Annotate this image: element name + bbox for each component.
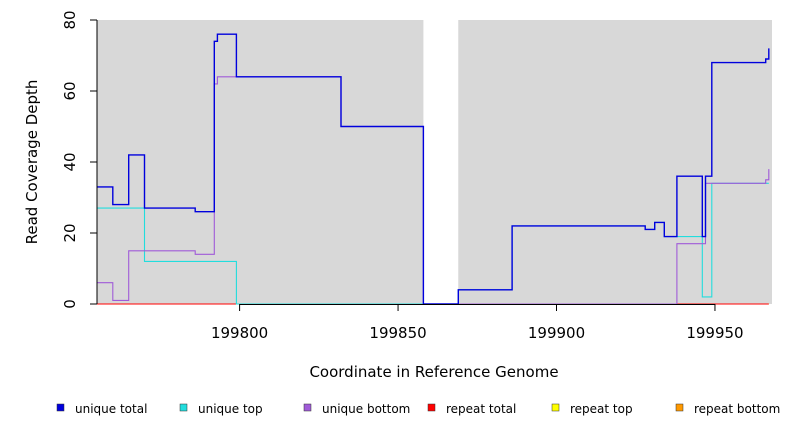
y-tick-label: 80 xyxy=(61,10,79,29)
y-tick-label: 40 xyxy=(61,152,79,171)
legend-item-repeat-total: repeat total xyxy=(427,402,516,416)
x-tick-label: 199900 xyxy=(528,324,585,342)
legend-label: repeat total xyxy=(446,402,516,416)
legend-swatch xyxy=(551,403,560,412)
x-tick-label: 199950 xyxy=(686,324,743,342)
legend-item-unique-top: unique top xyxy=(179,402,263,416)
legend-item-unique-total: unique total xyxy=(56,402,147,416)
axes-layer: 0 20 40 60 80 199800 199850 199900 199950 xyxy=(61,10,744,342)
legend-label: unique total xyxy=(75,402,147,416)
x-axis-title: Coordinate in Reference Genome xyxy=(309,363,558,381)
legend-label: repeat top xyxy=(570,402,633,416)
y-tick-label: 20 xyxy=(61,223,79,242)
x-tick-label: 199800 xyxy=(211,324,268,342)
legend-swatch xyxy=(56,403,65,412)
legend-swatch xyxy=(675,403,684,412)
series-line-unique-total xyxy=(97,33,770,305)
y-tick-label: 60 xyxy=(61,81,79,100)
y-axis-title: Read Coverage Depth xyxy=(23,80,41,245)
legend-swatch xyxy=(179,403,188,412)
legend-item-repeat-top: repeat top xyxy=(551,402,633,416)
legend-label: repeat bottom xyxy=(694,402,780,416)
legend-item-repeat-bottom: repeat bottom xyxy=(675,402,780,416)
y-tick-label: 0 xyxy=(61,299,79,309)
gap-region xyxy=(423,20,459,304)
x-tick-label: 199850 xyxy=(369,324,426,342)
legend-swatch xyxy=(427,403,436,412)
legend-item-unique-bottom: unique bottom xyxy=(303,402,410,416)
legend-label: unique bottom xyxy=(322,402,410,416)
legend-label: unique top xyxy=(198,402,263,416)
legend-swatch xyxy=(303,403,312,412)
legend: unique total unique top unique bottom repea… xyxy=(56,402,780,416)
